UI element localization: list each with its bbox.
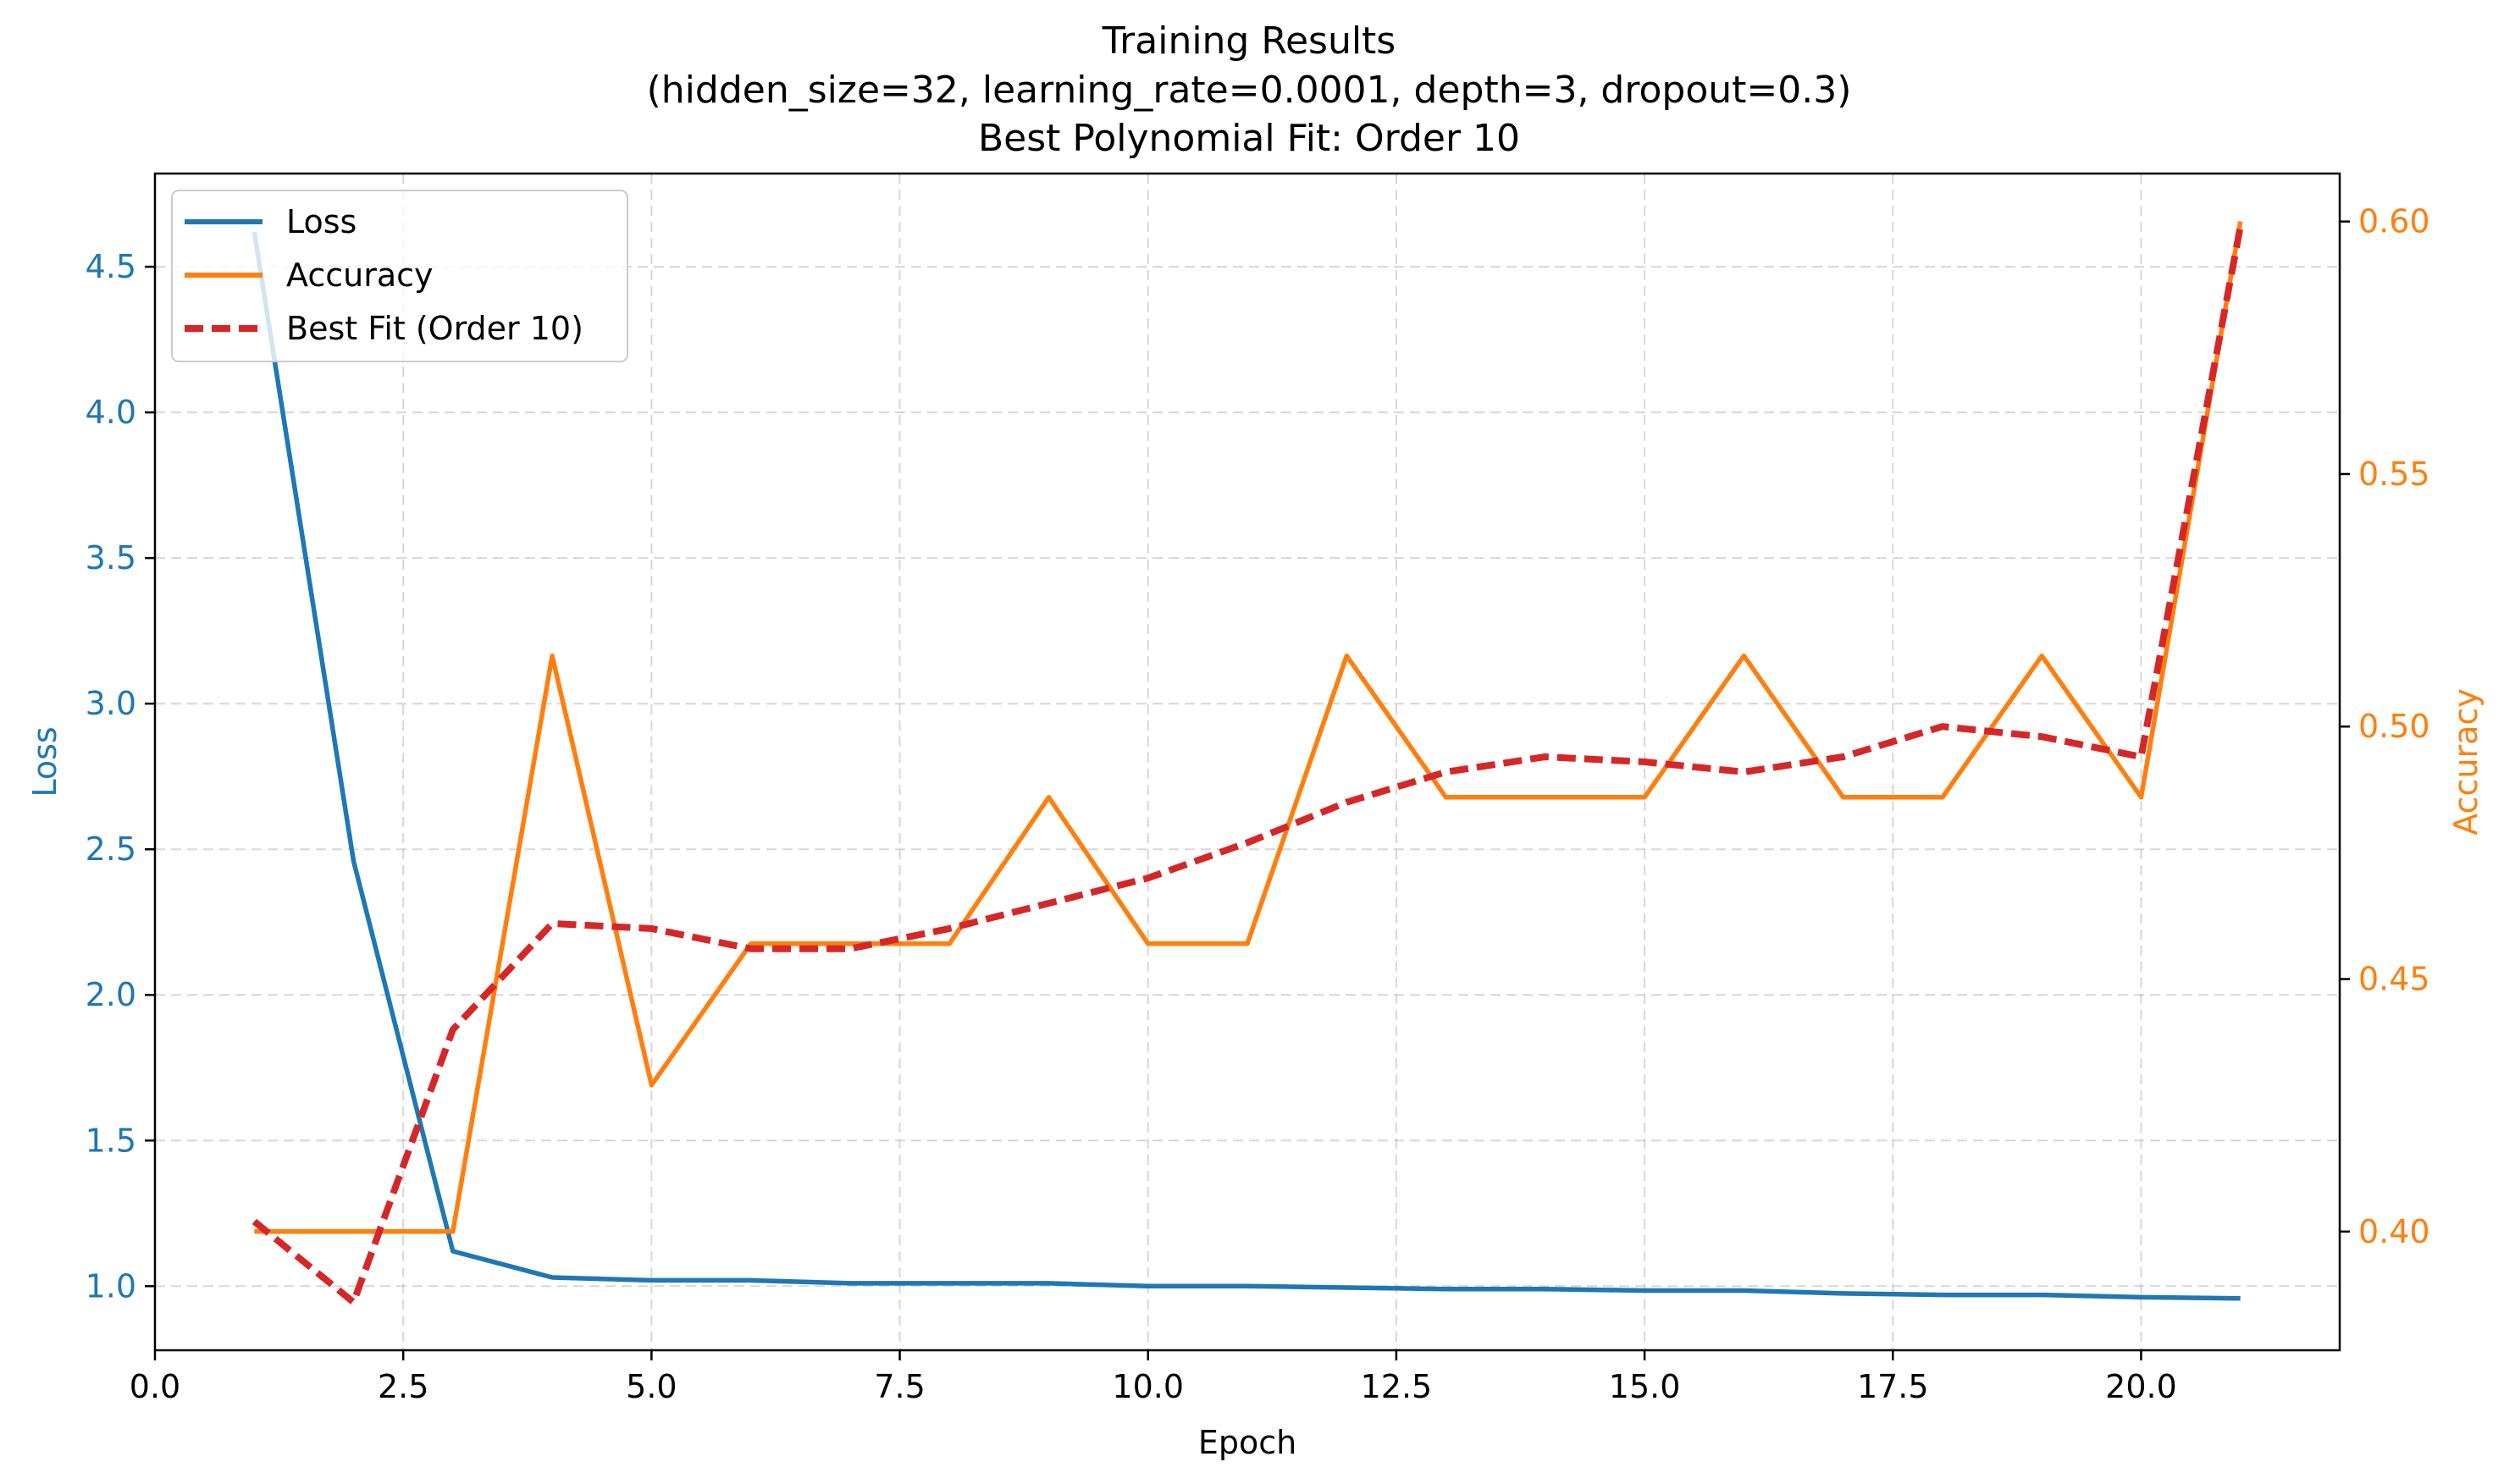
left-y-tick-label: 2.0 — [86, 976, 136, 1013]
x-tick-label: 0.0 — [130, 1368, 180, 1405]
accuracy-line — [254, 221, 2243, 1234]
right-y-tick-label: 0.50 — [2358, 708, 2430, 745]
title-line-2: (hidden_size=32, learning_rate=0.0001, d… — [647, 69, 1852, 112]
left-y-tick-label: 1.5 — [86, 1122, 136, 1159]
x-axis-ticks: 0.0 2.5 5.0 7.5 10.0 12.5 15.0 17.5 20.0 — [130, 1350, 2177, 1405]
legend-label-best-fit: Best Fit (Order 10) — [286, 310, 583, 347]
x-tick-label: 20.0 — [2105, 1368, 2177, 1405]
left-axis-ticks: 1.0 1.5 2.0 2.5 3.0 3.5 4.0 4.5 — [86, 248, 155, 1305]
legend: Loss Accuracy Best Fit (Order 10) — [171, 190, 628, 362]
chart-title: Training Results (hidden_size=32, learni… — [647, 19, 1852, 160]
right-y-tick-label: 0.40 — [2358, 1213, 2430, 1250]
title-line-3: Best Polynomial Fit: Order 10 — [978, 117, 1520, 160]
legend-box — [171, 190, 628, 362]
x-tick-label: 7.5 — [874, 1368, 925, 1405]
loss-line — [252, 231, 2241, 1301]
right-axis-label: Accuracy — [2447, 688, 2485, 836]
x-axis-label: Epoch — [1198, 1424, 1296, 1461]
x-tick-label: 2.5 — [378, 1368, 428, 1405]
best-fit-line — [252, 225, 2244, 1306]
x-tick-label: 5.0 — [626, 1368, 677, 1405]
left-y-tick-label: 2.5 — [86, 830, 136, 868]
right-y-tick-label: 0.45 — [2358, 961, 2430, 998]
title-line-1: Training Results — [1102, 19, 1396, 63]
left-y-tick-label: 4.5 — [86, 248, 136, 285]
left-y-tick-label: 1.0 — [86, 1267, 136, 1305]
right-axis-ticks: 0.40 0.45 0.50 0.55 0.60 — [2340, 203, 2430, 1250]
x-tick-label: 12.5 — [1361, 1368, 1433, 1405]
series-layer — [252, 221, 2244, 1306]
left-y-tick-label: 3.5 — [86, 539, 136, 576]
x-tick-label: 17.5 — [1857, 1368, 1929, 1405]
left-y-tick-label: 4.0 — [86, 394, 136, 431]
left-axis-label: Loss — [26, 726, 64, 797]
x-tick-label: 15.0 — [1609, 1368, 1681, 1405]
right-y-tick-label: 0.55 — [2358, 455, 2430, 493]
right-y-tick-label: 0.60 — [2358, 203, 2430, 240]
legend-label-accuracy: Accuracy — [286, 257, 434, 294]
plot-frame — [153, 172, 2341, 1352]
x-tick-label: 10.0 — [1112, 1368, 1184, 1405]
legend-label-loss: Loss — [286, 203, 357, 240]
left-y-tick-label: 3.0 — [86, 685, 136, 722]
